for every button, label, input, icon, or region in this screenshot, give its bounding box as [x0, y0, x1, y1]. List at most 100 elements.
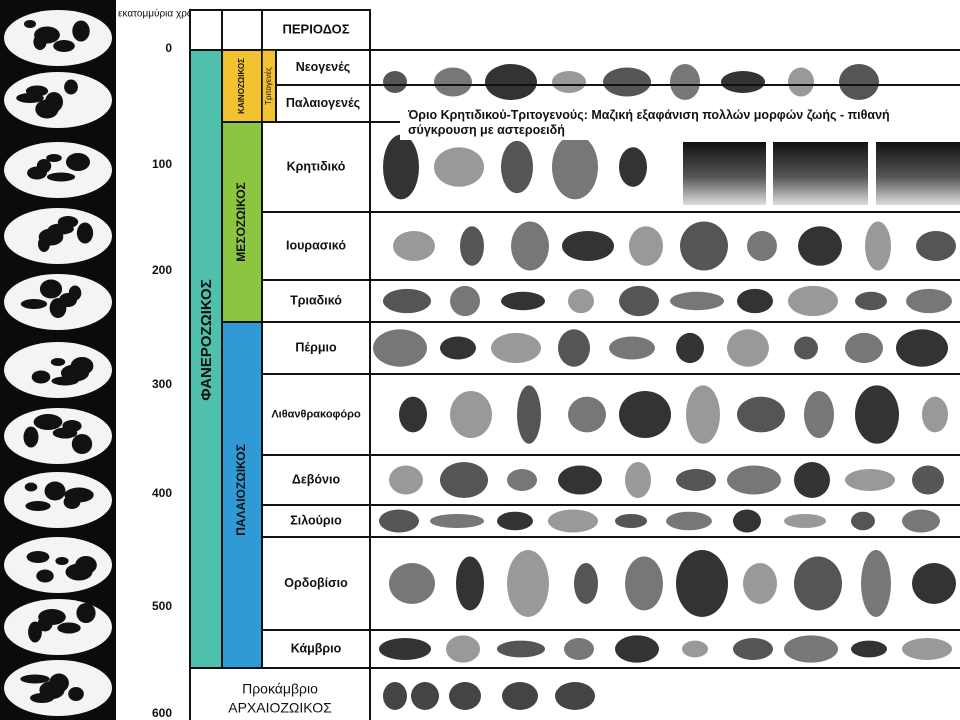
axis-tick-label: 500	[152, 599, 172, 613]
annotation-text: Όριο Κρητιδικού-Τριτογενούς: Μαζική εξαφ…	[408, 108, 890, 137]
fossil-illustration	[446, 635, 480, 663]
photo	[683, 142, 766, 205]
fossil-illustration	[389, 563, 435, 604]
continent	[55, 557, 69, 565]
header-cell	[221, 9, 263, 51]
fossil-illustration	[450, 391, 492, 438]
continent	[76, 222, 94, 244]
continent	[31, 370, 51, 384]
annotation: Όριο Κρητιδικού-Τριτογενούς: Μαζική εξαφ…	[408, 108, 890, 137]
fossil-illustration	[865, 221, 891, 271]
axis-tick-label: 300	[152, 377, 172, 391]
fossil-illustration	[784, 635, 838, 663]
continent	[44, 481, 66, 501]
fossil-illustration	[389, 465, 423, 495]
continent	[53, 40, 75, 52]
continent	[46, 172, 76, 182]
fossil-illustration	[676, 550, 728, 617]
fossil-illustration	[456, 556, 484, 611]
continent	[35, 99, 59, 119]
continent	[66, 153, 90, 171]
fossil-illustration	[804, 391, 834, 438]
fossil-illustration	[794, 556, 842, 611]
axis-tick-label: 0	[165, 41, 172, 55]
header-cell	[189, 9, 223, 51]
header-period: ΠΕΡΙΟΔΟΣ	[282, 21, 349, 36]
continent	[16, 93, 44, 103]
fossil-illustration	[861, 550, 891, 617]
continent	[38, 236, 50, 252]
fossil-illustration	[430, 513, 484, 529]
precambrian-box	[189, 667, 371, 720]
fossil-illustration	[619, 391, 671, 438]
fossil-illustration	[737, 396, 785, 433]
fossil-illustration	[721, 71, 765, 93]
continent	[63, 495, 81, 509]
fossil-illustration	[625, 556, 663, 611]
fossil-illustration	[845, 332, 883, 364]
period-label: Πέρμιο	[295, 340, 337, 354]
period-label: Δεβόνιο	[292, 472, 341, 486]
fossil-illustration	[743, 563, 777, 604]
period-cell	[275, 84, 371, 123]
continent	[57, 622, 81, 634]
fossil-illustration	[747, 231, 777, 261]
fossil-illustration	[399, 396, 427, 433]
fossil-illustration	[383, 682, 407, 710]
continent	[68, 687, 84, 701]
axis-tick-label: 100	[152, 157, 172, 171]
fossil-illustration	[568, 288, 594, 314]
continent	[59, 293, 77, 307]
world-map	[4, 342, 112, 398]
continent	[33, 34, 47, 50]
world-map	[4, 142, 112, 198]
fossil-illustration	[558, 465, 602, 495]
fossil-illustration	[393, 231, 435, 261]
fossil-illustration	[517, 385, 541, 444]
fossil-illustration	[794, 462, 830, 498]
continent	[76, 603, 96, 623]
fossil-illustration	[552, 71, 586, 93]
eon-label: ΦΑΝΕΡΟΖΩΙΚΟΣ	[198, 279, 215, 400]
continent	[65, 563, 93, 581]
fossil-illustration	[552, 134, 598, 200]
precambrian-eon: ΑΡΧΑΙΟΖΩΙΚΟΣ	[228, 700, 332, 716]
fossil-illustration	[501, 291, 545, 311]
fossil-illustration	[798, 226, 842, 266]
fossil-illustration	[670, 64, 700, 100]
fossil-illustration	[912, 563, 956, 604]
fossil-illustration	[912, 465, 944, 495]
fossil-illustration	[788, 67, 814, 97]
period-label: Κάμβριο	[291, 641, 342, 655]
fossil-illustration	[906, 288, 952, 314]
fossil-illustration	[603, 67, 651, 97]
era-label: ΜΕΣΟΖΩΙΚΟΣ	[234, 182, 248, 261]
continent	[72, 20, 90, 42]
fossil-illustration	[574, 563, 598, 604]
fossil-illustration	[615, 513, 647, 529]
axis-label: εκατομμύρια χρόνια	[118, 8, 206, 20]
continent	[33, 414, 63, 430]
precambrian-name: Προκάμβριο	[242, 681, 318, 697]
fossil-illustration	[379, 509, 419, 533]
eon-bar	[189, 49, 223, 669]
continent	[37, 616, 53, 632]
continent	[52, 427, 78, 439]
photo	[773, 142, 868, 205]
era-label: ΚΑΙΝΟΖΩΙΚΟΣ	[237, 58, 246, 114]
fossil-illustration	[497, 640, 545, 658]
photo	[876, 142, 960, 205]
fossil-illustration	[440, 462, 488, 498]
fossil-illustration	[784, 513, 826, 529]
period-cell	[261, 454, 371, 506]
fossil-illustration	[666, 511, 712, 531]
fossil-illustration	[902, 637, 952, 661]
fossil-illustration	[902, 509, 940, 533]
fossil-illustration	[383, 134, 419, 200]
fossil-illustration	[548, 509, 598, 533]
continent	[64, 79, 78, 95]
fossil-illustration	[555, 682, 595, 710]
continent	[39, 279, 63, 299]
period-cell	[261, 536, 371, 631]
fossil-illustration	[619, 285, 659, 317]
